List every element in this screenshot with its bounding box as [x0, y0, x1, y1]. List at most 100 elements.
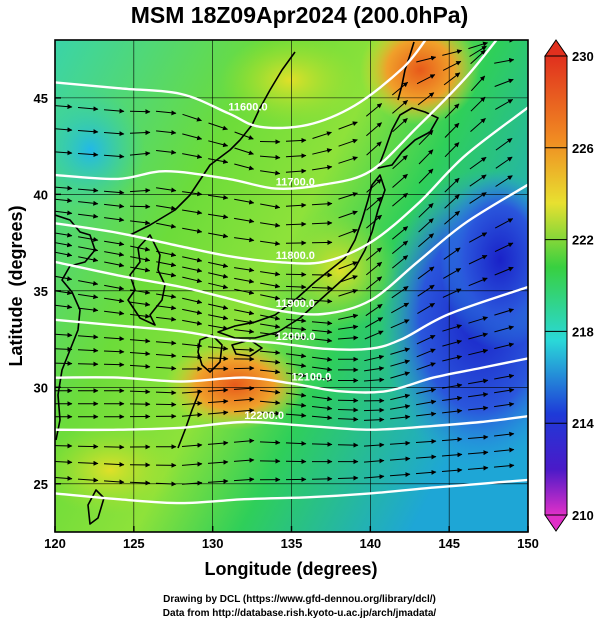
wind-arrow: [364, 366, 385, 372]
wind-arrow: [365, 317, 384, 328]
wind-arrow: [234, 131, 254, 140]
wind-arrow: [208, 261, 229, 269]
wind-arrow: [338, 138, 358, 147]
wind-arrow: [389, 472, 411, 478]
wind-arrow: [129, 188, 151, 194]
y-tick-label: 25: [34, 477, 48, 492]
contour-label: 11800.0: [276, 250, 315, 262]
wind-arrow: [103, 479, 125, 485]
wind-arrow: [366, 196, 382, 211]
wind-arrow: [468, 378, 489, 385]
wind-arrow: [443, 247, 461, 260]
wind-arrow: [181, 412, 203, 418]
wind-arrow: [417, 284, 435, 297]
wind-arrow: [391, 285, 409, 299]
y-tick-label: 35: [34, 284, 48, 299]
wind-arrow: [259, 350, 281, 356]
wind-arrow: [155, 390, 177, 396]
wind-arrow: [260, 323, 281, 329]
wind-arrow: [78, 200, 99, 206]
wind-arrow: [77, 334, 99, 340]
wind-arrow: [441, 452, 463, 458]
wind-arrow: [312, 396, 333, 402]
wind-arrow: [259, 440, 281, 446]
wind-arrow: [494, 218, 514, 229]
credits: Drawing by DCL (https://www.gfd-dennou.o…: [0, 593, 599, 621]
wind-arrow: [418, 233, 434, 248]
wind-arrow: [260, 222, 281, 228]
wind-arrow: [366, 214, 382, 229]
wind-arrow: [129, 109, 151, 115]
wind-arrow: [391, 240, 409, 254]
wind-arrow: [207, 410, 229, 416]
wind-arrow: [495, 156, 513, 169]
wind-arrow: [104, 240, 125, 247]
wind-arrow: [78, 280, 99, 286]
wind-arrow: [208, 324, 229, 331]
coastline-china: [55, 214, 96, 441]
wind-arrow: [208, 122, 228, 131]
wind-arrow: [182, 113, 202, 122]
wind-arrow: [233, 438, 255, 444]
wind-arrow: [338, 192, 358, 200]
wind-arrow: [207, 387, 229, 393]
wind-arrow: [494, 308, 514, 316]
wind-arrow: [182, 227, 203, 234]
wind-arrow: [470, 75, 486, 92]
wind-arrow: [442, 395, 463, 401]
wind-arrow: [182, 308, 203, 315]
colorbar-tick-label: 214: [572, 416, 594, 431]
y-tick-label: 45: [34, 91, 48, 106]
wind-arrow: [494, 431, 515, 437]
wind-arrow: [104, 203, 125, 209]
wind-arrow: [233, 477, 255, 483]
wind-arrow: [233, 407, 255, 413]
wind-arrow: [415, 469, 437, 475]
wind-arrow: [416, 411, 437, 417]
wind-arrow: [78, 213, 99, 219]
contour-label: 11700.0: [276, 177, 315, 189]
wind-arrow: [338, 289, 358, 297]
height-contour: [55, 357, 528, 394]
x-tick-label: 140: [359, 536, 381, 551]
wind-arrow: [415, 438, 437, 444]
wind-arrow: [467, 434, 489, 440]
wind-arrow: [260, 240, 281, 246]
wind-arrow: [181, 442, 203, 448]
wind-arrow: [494, 57, 515, 64]
wind-arrow: [181, 461, 203, 467]
wind-arrow: [442, 288, 462, 298]
wind-arrow: [494, 78, 514, 87]
wind-arrow: [337, 407, 359, 413]
wind-arrow: [416, 387, 437, 395]
wind-arrow: [285, 202, 307, 208]
wind-arrow: [129, 480, 151, 486]
wind-arrow: [363, 442, 385, 448]
wind-arrow: [286, 402, 307, 408]
wind-arrow: [418, 218, 434, 233]
wind-arrow: [259, 400, 281, 406]
colorbar: 230 226 222 218 214 210: [544, 39, 594, 532]
wind-arrow: [104, 310, 125, 316]
wind-arrow: [78, 246, 99, 253]
wind-arrow: [208, 282, 229, 290]
wind-arrow: [77, 477, 99, 483]
wind-arrow: [156, 271, 177, 278]
wind-arrow: [155, 365, 177, 371]
wind-arrow: [234, 319, 255, 325]
wind-arrow: [468, 392, 489, 398]
wind-arrow: [470, 96, 486, 112]
wind-arrow: [363, 474, 385, 480]
wind-arrow: [417, 266, 435, 280]
wind-arrow: [103, 190, 125, 196]
wind-arrow: [468, 277, 488, 287]
wind-arrow: [234, 237, 255, 243]
wind-arrow: [130, 256, 151, 263]
wind-arrow: [260, 369, 281, 375]
wind-arrow: [338, 156, 358, 164]
wind-arrow: [104, 261, 125, 268]
height-contours: 11600.0 11700.0 11800.0 11900.0 12000.0 12100…: [55, 40, 528, 505]
contour-label: 11600.0: [228, 101, 267, 113]
wind-arrow: [312, 405, 333, 411]
wind-arrow: [285, 297, 307, 303]
